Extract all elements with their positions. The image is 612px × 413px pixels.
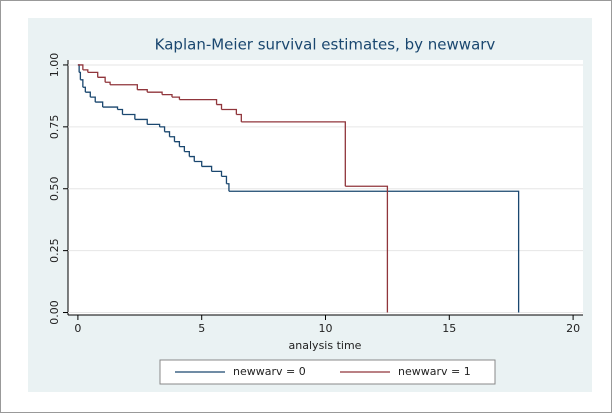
km-step: [80, 79, 84, 88]
km-step: [105, 81, 111, 85]
km-step: [159, 126, 166, 132]
km-step: [77, 64, 84, 70]
km-step: [137, 89, 148, 93]
y-tick-label: 0.00: [48, 300, 61, 325]
x-tick-label: 20: [566, 322, 580, 335]
km-step: [236, 113, 242, 122]
km-step: [179, 146, 186, 152]
km-step: [241, 121, 346, 187]
km-step: [179, 98, 218, 105]
km-step: [228, 190, 520, 313]
km-step: [201, 165, 213, 172]
km-step: [87, 71, 99, 78]
km-step: [221, 108, 238, 115]
chart-title: Kaplan-Meier survival estimates, by neww…: [155, 36, 496, 54]
km-step: [345, 185, 389, 313]
km-step: [134, 118, 148, 125]
km-step: [162, 94, 173, 98]
km-step: [211, 170, 223, 177]
km-step: [85, 91, 91, 98]
legend-label: newwarv = 0: [233, 365, 306, 378]
x-tick-label: 10: [319, 322, 333, 335]
y-tick-label: 0.50: [48, 176, 61, 201]
x-axis-title: analysis time: [289, 339, 362, 352]
y-tick-label: 0.75: [48, 115, 61, 140]
km-step: [95, 101, 104, 108]
km-step: [90, 96, 96, 103]
km-step: [164, 131, 171, 137]
km-step: [82, 69, 89, 73]
km-step: [117, 108, 124, 115]
km-step: [110, 84, 138, 90]
km-step: [174, 141, 181, 147]
km-step: [102, 106, 119, 110]
x-tick-label: 5: [198, 322, 205, 335]
km-step: [79, 71, 82, 80]
km-step: [189, 155, 195, 162]
x-tick-label: 0: [74, 322, 81, 335]
y-tick-label: 0.25: [48, 238, 61, 263]
km-step: [216, 103, 223, 110]
km-step: [82, 86, 86, 93]
x-tick-label: 15: [442, 322, 456, 335]
km-step: [221, 175, 228, 184]
km-step: [194, 160, 203, 167]
km-step: [97, 76, 106, 83]
plot-region: [68, 60, 583, 315]
km-step: [171, 96, 181, 100]
legend-label: newwarv = 1: [398, 365, 471, 378]
km-step: [147, 91, 163, 95]
km-step: [226, 183, 230, 192]
km-step: [122, 113, 136, 120]
km-step: [169, 136, 176, 142]
km-step: [184, 150, 190, 157]
km-step: [147, 123, 161, 127]
y-tick-label: 1.00: [48, 53, 61, 78]
